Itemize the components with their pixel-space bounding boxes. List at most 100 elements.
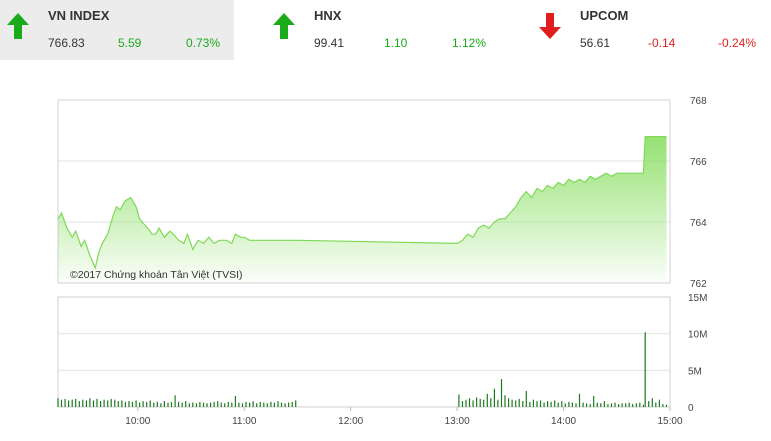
volume-bar: [224, 403, 226, 407]
volume-bar: [618, 404, 620, 407]
volume-bar: [163, 401, 165, 407]
volume-bar: [529, 401, 531, 407]
volume-bar: [458, 394, 460, 407]
volume-bar: [483, 399, 485, 407]
volume-bar: [515, 400, 517, 407]
volume-bar: [252, 401, 254, 407]
volume-bar: [220, 402, 222, 407]
volume-bar: [128, 401, 130, 407]
volume-bar: [280, 402, 283, 407]
volume-bar: [461, 401, 464, 407]
volume-bar: [648, 401, 650, 407]
ticker-upcom[interactable]: UPCOM 56.61 -0.14 -0.24%: [532, 0, 771, 60]
price-area: [58, 136, 667, 283]
volume-bar: [170, 401, 173, 407]
volume-bar: [241, 403, 244, 407]
volume-bar: [665, 404, 668, 407]
volume-bar: [578, 393, 581, 407]
volume-bar: [472, 400, 474, 407]
volume-bar: [263, 402, 265, 407]
volume-bar: [199, 401, 201, 407]
volume-bar: [635, 403, 637, 407]
volume-bar: [589, 404, 591, 407]
volume-panel-frame: [57, 296, 671, 408]
volume-bar: [625, 403, 627, 407]
arrow-up-icon: [273, 13, 295, 39]
volume-bar: [596, 402, 598, 407]
volume-bar: [547, 401, 549, 407]
price-tick-label: 766: [690, 157, 707, 168]
time-tick-label: 11:00: [232, 416, 257, 427]
volume-bar: [554, 400, 556, 407]
volume-bar: [550, 401, 552, 407]
volume-bar: [610, 403, 613, 407]
price-tick-label: 764: [690, 218, 707, 229]
index-percent: 0.73%: [186, 36, 221, 50]
volume-bar: [600, 403, 602, 407]
volume-bar: [497, 399, 499, 407]
volume-bar: [607, 404, 609, 407]
volume-tick-label: 10M: [688, 330, 707, 341]
volume-panel: 15M 10M 5M 0 10:00 11:00 12:00 13:00 14:00 15:00: [57, 293, 707, 427]
volume-bar: [71, 399, 73, 407]
volume-bar: [476, 397, 478, 407]
volume-bar: [575, 403, 577, 407]
volume-bar: [571, 402, 573, 407]
volume-bar: [593, 396, 595, 407]
volume-bar: [256, 403, 258, 407]
volume-bar: [202, 402, 205, 407]
volume-bar: [107, 400, 109, 407]
volume-bar: [156, 401, 158, 407]
index-change: 1.10: [384, 36, 408, 50]
volume-bar: [195, 403, 197, 407]
volume-bar: [651, 398, 653, 407]
volume-bar: [277, 401, 279, 407]
volume-bar: [662, 404, 664, 407]
volume-bar: [504, 395, 506, 407]
volume-bar: [217, 401, 219, 407]
volume-bar: [586, 403, 588, 407]
volume-bar: [75, 398, 77, 407]
volume-bar: [621, 403, 623, 407]
volume-bar: [238, 402, 240, 407]
volume-bar: [64, 398, 66, 407]
volume-bar: [522, 401, 524, 407]
volume-bar: [181, 402, 183, 407]
volume-bar: [642, 404, 644, 407]
time-tick-label: 14:00: [551, 416, 576, 427]
volume-bar: [249, 402, 251, 407]
time-tick-label: 15:00: [657, 416, 682, 427]
index-percent: 1.12%: [452, 36, 487, 50]
volume-bar: [110, 398, 112, 407]
volume-bar: [536, 401, 538, 407]
volume-bar: [639, 402, 641, 407]
ticker-vnindex[interactable]: VN INDEX 766.83 5.59 0.73%: [0, 0, 234, 60]
volume-bar: [468, 398, 471, 407]
volume-bar: [142, 401, 144, 407]
arrow-down-icon: [539, 13, 561, 39]
index-value: 56.61: [580, 36, 611, 50]
volume-bar: [213, 401, 215, 407]
volume-bar: [60, 399, 63, 407]
volume-bar: [525, 390, 527, 407]
volume-bar: [85, 400, 87, 407]
volume-bar: [561, 401, 563, 407]
volume-bar: [124, 401, 126, 407]
volume-bar: [564, 403, 566, 407]
volume-tick-label: 15M: [688, 293, 707, 304]
volume-bar: [655, 402, 657, 407]
volume-bar: [103, 399, 105, 407]
time-axis-ticks: 10:00 11:00 12:00 13:00 14:00 15:00: [125, 407, 683, 427]
index-name: HNX: [314, 8, 342, 23]
volume-bar: [532, 399, 534, 407]
ticker-hnx[interactable]: HNX 99.41 1.10 1.12%: [266, 0, 500, 60]
volume-bar: [500, 379, 503, 407]
price-axis-ticks: 768 766 764 762: [690, 96, 707, 290]
volume-bar: [92, 400, 95, 407]
volume-bar: [479, 398, 481, 407]
time-tick-label: 12:00: [338, 416, 363, 427]
volume-bar: [188, 403, 190, 407]
volume-bar: [508, 398, 510, 407]
volume-bar: [185, 401, 187, 407]
